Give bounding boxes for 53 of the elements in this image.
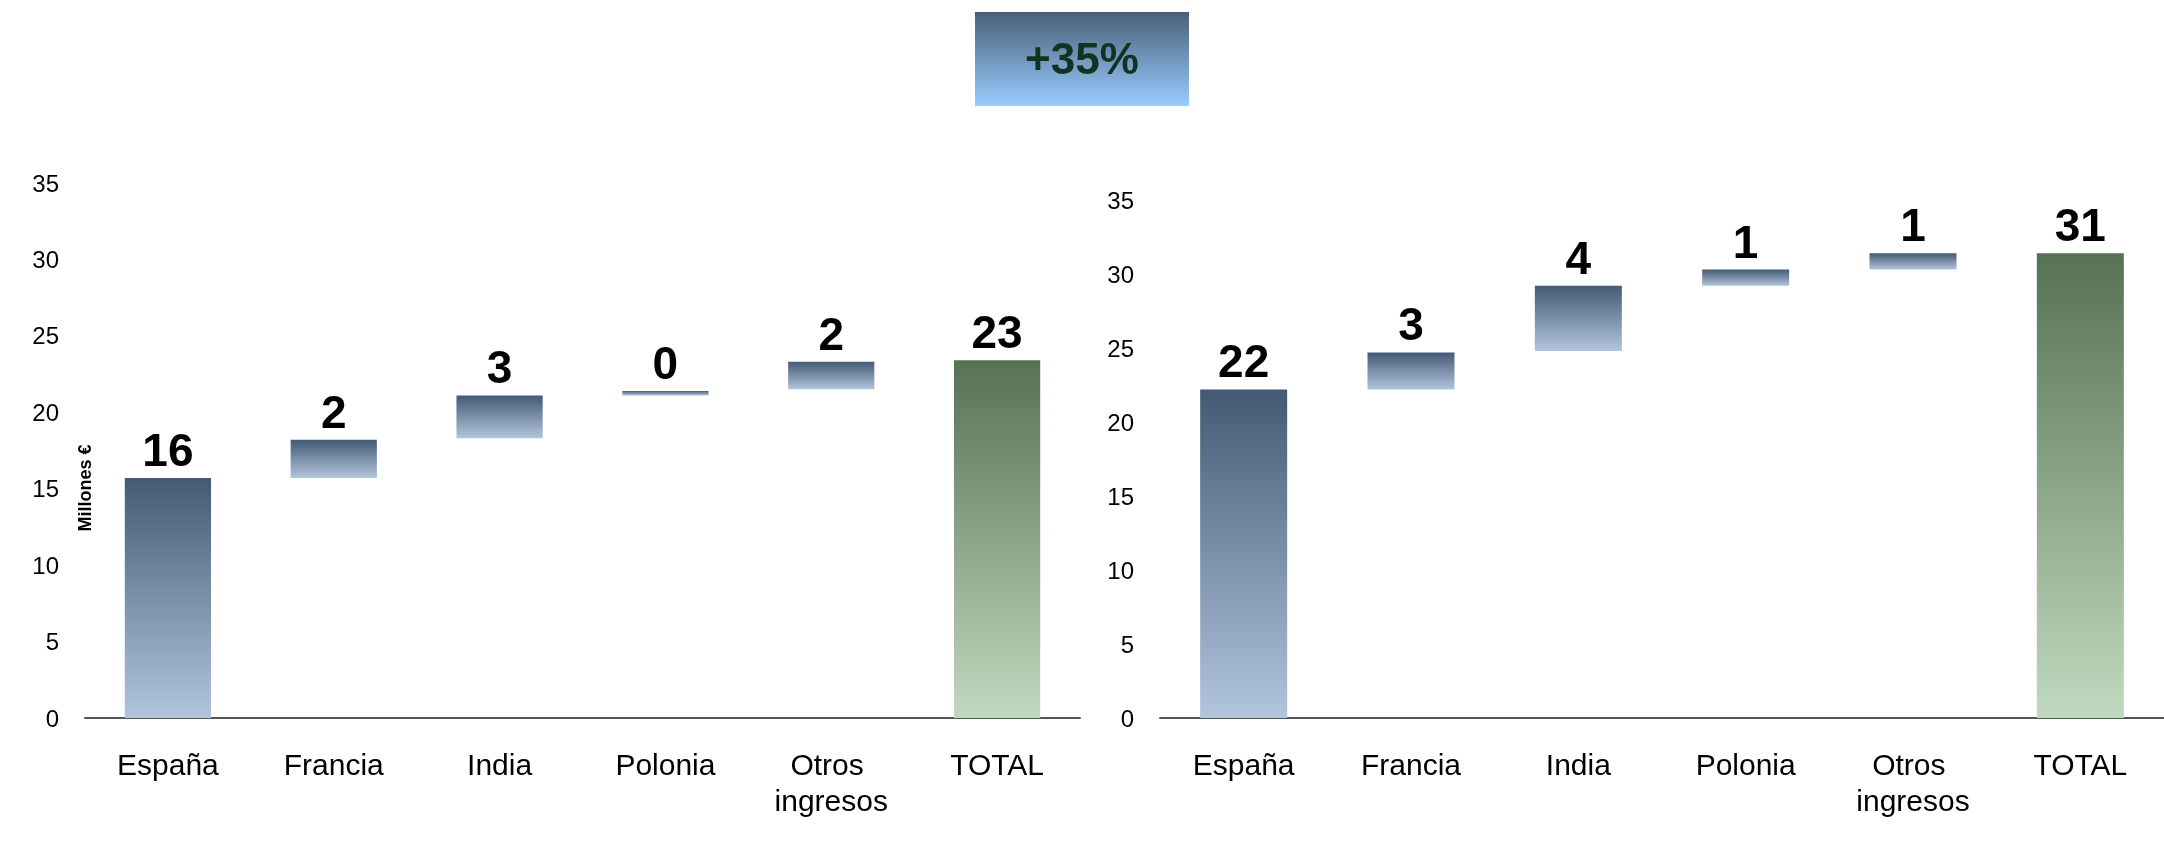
y-tick-label: 5: [45, 628, 59, 656]
y-tick-label: 30: [32, 245, 59, 273]
x-tick-label: Polonia: [1695, 747, 1797, 781]
x-tick-label: Otros ingresos: [774, 747, 888, 817]
data-label: 3: [1398, 298, 1424, 351]
y-tick-label: 20: [32, 398, 59, 426]
y-tick-label: 35: [32, 169, 59, 197]
x-tick-label: India: [467, 747, 533, 781]
y-tick-label: 15: [1107, 482, 1134, 510]
y-tick-label: 30: [1107, 260, 1134, 288]
y-axis-title: Millones €: [75, 444, 95, 532]
x-tick-label: India: [1545, 747, 1612, 781]
y-tick-label: 25: [32, 322, 59, 350]
data-label: 23: [971, 306, 1023, 359]
data-label: 2: [818, 307, 845, 360]
y-tick-label: 5: [1120, 630, 1134, 658]
y-tick-label: 0: [45, 704, 59, 732]
bar: [1534, 285, 1622, 351]
bar: [290, 439, 377, 479]
x-tick-label: Francia: [1360, 747, 1462, 781]
bar: [788, 361, 875, 390]
x-tick-label: España: [1192, 747, 1295, 781]
data-label: 16: [142, 424, 194, 477]
bar: [456, 395, 543, 439]
x-tick-label: Francia: [283, 747, 385, 781]
y-tick-label: 35: [1107, 186, 1134, 214]
data-label: 2: [320, 385, 347, 438]
y-tick-label: 15: [32, 475, 59, 503]
data-label: 4: [1565, 231, 1592, 284]
y-tick-label: 0: [1120, 704, 1134, 732]
data-label: 0: [652, 336, 679, 389]
y-tick-label: 10: [1107, 556, 1134, 584]
bar: [2036, 253, 2124, 718]
data-label: 22: [1218, 335, 1270, 388]
bar: [1702, 269, 1790, 286]
x-tick-label: España: [117, 747, 220, 781]
y-tick-label: 10: [32, 551, 59, 579]
data-label: 3: [486, 341, 513, 394]
y-tick-label: 20: [1107, 408, 1134, 436]
text: +35%: [975, 12, 1189, 106]
bar: [124, 478, 212, 718]
data-label: 1: [1732, 215, 1759, 268]
x-tick-label: Polonia: [615, 747, 716, 781]
bar: [953, 360, 1041, 718]
x-tick-label: TOTAL: [950, 747, 1045, 781]
bar: [1869, 253, 1957, 270]
bar: [1200, 389, 1288, 718]
y-tick-label: 25: [1107, 334, 1134, 362]
x-tick-label: TOTAL: [2033, 747, 2128, 781]
x-tick-label: Otros ingresos: [1856, 747, 1970, 817]
bar: [1367, 352, 1455, 390]
data-label: 31: [2054, 199, 2106, 252]
data-label: 1: [1900, 199, 1926, 252]
